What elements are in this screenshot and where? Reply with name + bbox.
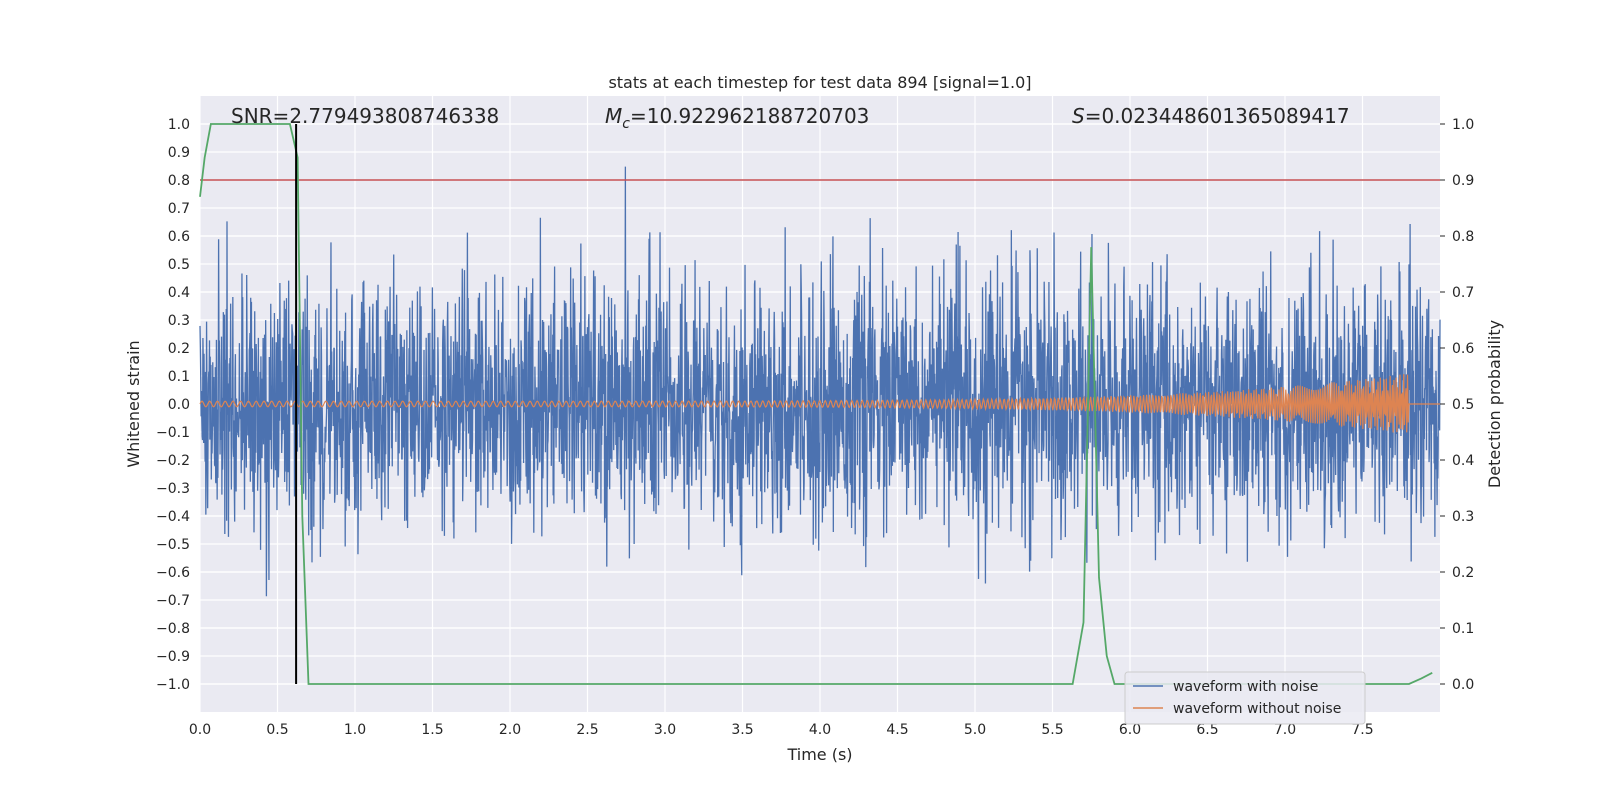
snr-value: 2.779493808746338 xyxy=(289,104,499,128)
mc-subscript: c xyxy=(622,116,630,132)
mc-symbol: M xyxy=(605,104,622,128)
y-tick-label: −0.3 xyxy=(156,481,190,497)
x-tick-label: 1.0 xyxy=(344,722,366,738)
x-axis-label: Time (s) xyxy=(786,745,852,764)
y-tick-label: 0.6 xyxy=(168,229,190,245)
y2-tick-label: 0.5 xyxy=(1452,397,1474,413)
x-tick-label: 5.0 xyxy=(964,722,986,738)
legend-label-clean: waveform without noise xyxy=(1173,701,1341,717)
y-tick-label: −1.0 xyxy=(156,677,190,693)
mc-value: =10.922962188720703 xyxy=(630,104,869,128)
y-tick-label: −0.7 xyxy=(156,593,190,609)
y2-tick-label: 0.3 xyxy=(1452,509,1474,525)
x-tick-label: 2.5 xyxy=(576,722,598,738)
s-annotation: S=0.023448601365089417 xyxy=(1072,104,1350,128)
x-tick-label: 1.5 xyxy=(421,722,443,738)
y2-tick-label: 1.0 xyxy=(1452,117,1474,133)
x-tick-label: 7.5 xyxy=(1351,722,1373,738)
x-tick-label: 5.5 xyxy=(1041,722,1063,738)
series-waveform-with-noise xyxy=(199,166,1441,597)
y2-tick-label: 0.8 xyxy=(1452,229,1474,245)
y-tick-label: 0.1 xyxy=(168,369,190,385)
x-tick-label: 6.0 xyxy=(1119,722,1141,738)
y-tick-label: 0.5 xyxy=(168,257,190,273)
y-tick-label: −0.8 xyxy=(156,621,190,637)
y-tick-label: 0.0 xyxy=(168,397,190,413)
y-tick-label: 0.2 xyxy=(168,341,190,357)
series-waveform-without-noise xyxy=(199,374,1440,433)
y-tick-label: −0.1 xyxy=(156,425,190,441)
legend-label-noise: waveform with noise xyxy=(1173,679,1318,695)
x-tick-label: 7.0 xyxy=(1274,722,1296,738)
y-tick-label: 0.4 xyxy=(168,285,190,301)
x-tick-label: 6.5 xyxy=(1196,722,1218,738)
y-tick-label: 0.8 xyxy=(168,173,190,189)
y2-tick-label: 0.9 xyxy=(1452,173,1474,189)
y-tick-label: −0.2 xyxy=(156,453,190,469)
y-tick-label: 1.0 xyxy=(168,117,190,133)
y2-tick-label: 0.1 xyxy=(1452,621,1474,637)
y-tick-label: −0.9 xyxy=(156,649,190,665)
mc-annotation: Mc=10.922962188720703 xyxy=(605,104,869,132)
x-tick-label: 0.0 xyxy=(189,722,211,738)
y-tick-label: 0.3 xyxy=(168,313,190,329)
snr-prefix: SNR= xyxy=(231,104,289,128)
x-tick-label: 3.0 xyxy=(654,722,676,738)
y-tick-label: −0.4 xyxy=(156,509,190,525)
y-axis-label: Whitened strain xyxy=(124,340,143,467)
x-axis-ticks: 0.0 0.5 1.0 1.5 2.0 2.5 3.0 3.5 4.0 4.5 5.0 5.5 6.0 6… xyxy=(189,722,1374,738)
legend-box xyxy=(1124,671,1366,725)
x-tick-label: 3.5 xyxy=(731,722,753,738)
y-tick-label: 0.7 xyxy=(168,201,190,217)
chart-title: stats at each timestep for test data 894… xyxy=(608,73,1031,92)
y-tick-label: −0.5 xyxy=(156,537,190,553)
y2-tick-label: 0.0 xyxy=(1452,677,1474,693)
snr-annotation: SNR=2.779493808746338 xyxy=(231,104,499,128)
y-axis-ticks: −1.0 −0.9 −0.8 −0.7 −0.6 −0.5 −0.4 −0.3 −0.2 −0.1… xyxy=(156,117,190,693)
y2-tick-label: 0.2 xyxy=(1452,565,1474,581)
y2-axis-label: Detection probability xyxy=(1485,320,1504,488)
s-value: =0.023448601365089417 xyxy=(1085,104,1350,128)
y2-axis-ticks: 0.0 0.1 0.2 0.3 0.4 0.5 0.6 0.7 0.8 0.9 1.0 xyxy=(1440,117,1474,693)
x-tick-label: 4.5 xyxy=(886,722,908,738)
y-tick-label: −0.6 xyxy=(156,565,190,581)
x-tick-label: 2.0 xyxy=(499,722,521,738)
x-tick-label: 4.0 xyxy=(809,722,831,738)
y2-tick-label: 0.4 xyxy=(1452,453,1474,469)
s-symbol: S xyxy=(1072,104,1085,128)
y2-tick-label: 0.6 xyxy=(1452,341,1474,357)
x-tick-label: 0.5 xyxy=(266,722,288,738)
y2-tick-label: 0.7 xyxy=(1452,285,1474,301)
legend: waveform with noise waveform without noi… xyxy=(1124,671,1366,725)
y-tick-label: 0.9 xyxy=(168,145,190,161)
